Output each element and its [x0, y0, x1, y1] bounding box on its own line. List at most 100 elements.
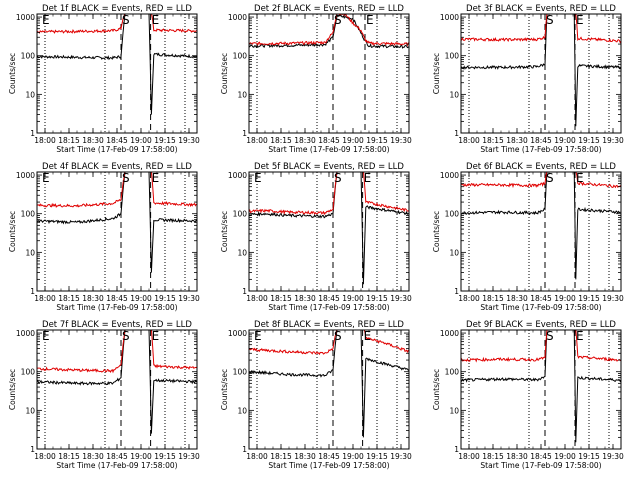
- y-axis-label: Counts/sec: [432, 211, 441, 252]
- plot-frame: [248, 13, 410, 134]
- x-axis-label: Start Time (17-Feb-09 17:58:00): [268, 303, 389, 312]
- x-tick-label: 18:30: [294, 136, 316, 145]
- event-marker: E: [576, 13, 584, 27]
- series-line-lld: [249, 172, 409, 216]
- y-tick-label: 1000: [16, 329, 35, 338]
- x-tick-label: 18:30: [294, 294, 316, 303]
- y-tick-label: 1000: [440, 329, 459, 338]
- series-line-lld: [461, 14, 621, 44]
- event-marker: E: [42, 171, 50, 185]
- x-tick-label: 18:45: [530, 294, 552, 303]
- x-tick-label: 19:30: [178, 136, 200, 145]
- series-line-lld: [249, 330, 409, 356]
- series-line-events: [249, 172, 409, 285]
- y-tick-label: 1: [242, 129, 247, 138]
- series-line-events: [37, 172, 197, 273]
- x-tick-label: 19:30: [390, 294, 412, 303]
- y-axis-label: Counts/sec: [8, 53, 17, 94]
- x-tick-label: 18:30: [506, 294, 528, 303]
- x-tick-label: 18:00: [246, 136, 268, 145]
- x-tick-label: 19:00: [130, 294, 152, 303]
- x-tick-label: 18:00: [34, 294, 56, 303]
- x-tick-label: 18:15: [482, 452, 504, 461]
- x-tick-label: 19:15: [578, 452, 600, 461]
- y-tick-label: 100: [445, 52, 460, 61]
- series-line-lld: [37, 14, 197, 34]
- y-tick-label: 1000: [440, 13, 459, 22]
- panel-title: Det 4f BLACK = Events, RED = LLD: [42, 162, 192, 172]
- event-marker: S: [122, 171, 130, 185]
- x-tick-label: 18:30: [506, 136, 528, 145]
- y-axis-label: Counts/sec: [432, 369, 441, 410]
- x-tick-label: 19:15: [154, 452, 176, 461]
- x-tick-label: 18:15: [270, 294, 292, 303]
- x-tick-label: 18:15: [270, 452, 292, 461]
- x-tick-label: 18:15: [482, 294, 504, 303]
- y-tick-label: 1: [30, 129, 35, 138]
- y-axis-label: Counts/sec: [8, 369, 17, 410]
- event-marker: S: [546, 171, 554, 185]
- y-tick-label: 100: [233, 52, 248, 61]
- series-line-lld: [249, 14, 409, 47]
- plot-frame: [460, 329, 622, 450]
- x-tick-label: 18:00: [246, 452, 268, 461]
- series-line-lld: [37, 330, 197, 374]
- event-marker: S: [122, 329, 130, 343]
- y-tick-label: 10: [449, 406, 459, 415]
- x-axis-label: Start Time (17-Feb-09 17:58:00): [480, 145, 601, 154]
- plot-frame: [36, 171, 198, 292]
- x-tick-label: 19:15: [578, 294, 600, 303]
- event-marker: S: [334, 171, 342, 185]
- panel-7: Det 7f BLACK = Events, RED = LLD 1 10 100 10…: [8, 320, 200, 470]
- event-marker: E: [152, 329, 160, 343]
- series-line-events: [37, 330, 197, 434]
- y-tick-label: 10: [449, 248, 459, 257]
- y-tick-label: 1: [454, 445, 459, 454]
- event-marker: E: [152, 171, 160, 185]
- panel-2: Det 2f BLACK = Events, RED = LLD 1 10 100 10…: [220, 4, 412, 154]
- panel-3: Det 3f BLACK = Events, RED = LLD 1 10 100 10…: [432, 4, 624, 154]
- y-tick-label: 1000: [16, 171, 35, 180]
- y-tick-label: 1: [30, 287, 35, 296]
- x-tick-label: 19:30: [602, 294, 624, 303]
- x-axis-label: Start Time (17-Feb-09 17:58:00): [268, 461, 389, 470]
- event-marker: E: [152, 13, 160, 27]
- event-marker: E: [42, 13, 50, 27]
- y-tick-label: 100: [233, 210, 248, 219]
- x-tick-label: 18:15: [58, 452, 80, 461]
- y-axis-label: Counts/sec: [220, 369, 229, 410]
- x-axis-label: Start Time (17-Feb-09 17:58:00): [56, 303, 177, 312]
- x-tick-label: 19:30: [602, 136, 624, 145]
- y-tick-label: 10: [237, 406, 247, 415]
- y-tick-label: 100: [445, 368, 460, 377]
- panel-5: Det 5f BLACK = Events, RED = LLD 1 10 100 10…: [220, 162, 412, 312]
- y-tick-label: 1000: [228, 13, 247, 22]
- y-tick-label: 10: [25, 248, 35, 257]
- panel-title: Det 3f BLACK = Events, RED = LLD: [466, 4, 616, 14]
- panel-title: Det 8f BLACK = Events, RED = LLD: [254, 320, 404, 330]
- event-marker: E: [364, 171, 372, 185]
- x-tick-label: 18:30: [294, 452, 316, 461]
- x-tick-label: 18:00: [246, 294, 268, 303]
- x-tick-label: 19:00: [342, 452, 364, 461]
- x-tick-label: 18:00: [34, 136, 56, 145]
- series-line-lld: [37, 172, 197, 208]
- x-axis-label: Start Time (17-Feb-09 17:58:00): [56, 145, 177, 154]
- panel-8: Det 8f BLACK = Events, RED = LLD 1 10 100 10…: [220, 320, 412, 470]
- y-tick-label: 100: [21, 210, 36, 219]
- y-tick-label: 100: [233, 368, 248, 377]
- series-line-lld: [461, 330, 621, 363]
- event-marker: E: [366, 13, 374, 27]
- x-tick-label: 19:00: [130, 136, 152, 145]
- x-tick-label: 18:15: [482, 136, 504, 145]
- panel-6: Det 6f BLACK = Events, RED = LLD 1 10 100 10…: [432, 162, 624, 312]
- x-tick-label: 18:30: [82, 136, 104, 145]
- panel-title: Det 1f BLACK = Events, RED = LLD: [42, 4, 192, 14]
- y-axis-label: Counts/sec: [220, 211, 229, 252]
- panel-title: Det 6f BLACK = Events, RED = LLD: [466, 162, 616, 172]
- event-marker: E: [254, 329, 262, 343]
- series-line-events: [461, 172, 621, 280]
- series-line-events: [461, 330, 621, 443]
- x-tick-label: 18:00: [458, 452, 480, 461]
- plot-frame: [248, 171, 410, 292]
